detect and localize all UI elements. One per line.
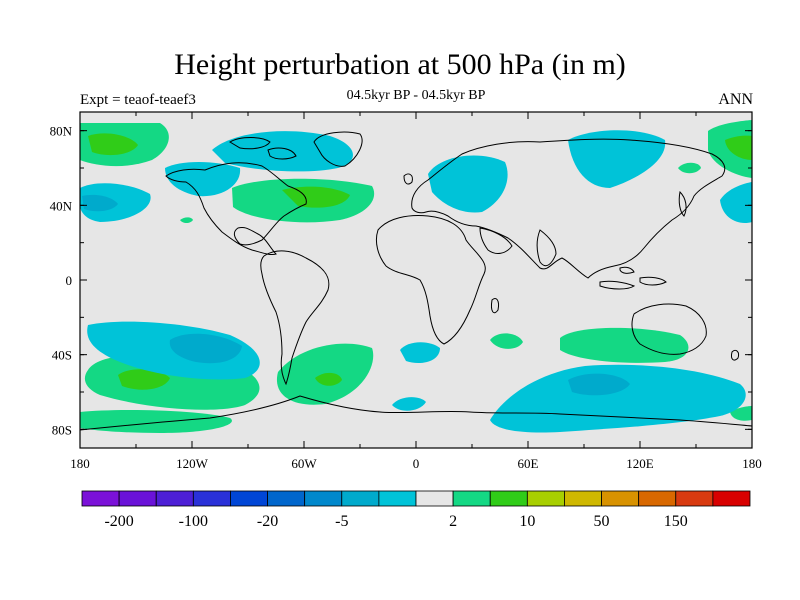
- colorbar-swatch: [564, 490, 602, 507]
- coast-india: [536, 229, 557, 267]
- coast-greenland: [313, 131, 363, 167]
- neg-southern-ocean: [490, 364, 746, 433]
- coast-indonesia: [599, 280, 636, 290]
- neg-south-indian: [400, 342, 440, 364]
- neg-west-pacific: [720, 182, 752, 224]
- neg-south-atlantic-small: [392, 397, 426, 411]
- coast-antarctica: [80, 395, 752, 431]
- colorbar-swatch: [230, 490, 268, 507]
- colorbar-label: -200: [104, 513, 133, 530]
- axis-tick-labels: 180 120W 60W 0 60E 120E 180 80N 40N 0 40S 80S: [50, 124, 762, 471]
- pos-southern-low: [80, 410, 232, 433]
- x-tick-label: 120W: [176, 456, 209, 471]
- colorbar-swatch: [118, 490, 157, 507]
- colorbar-swatch: [526, 490, 565, 507]
- colorbar-swatch: [341, 490, 380, 507]
- x-tick-label: 120E: [626, 456, 654, 471]
- coast-new-zealand: [731, 349, 739, 361]
- neg-siberia: [568, 130, 666, 188]
- x-tick-label: 60W: [291, 456, 317, 471]
- x-tick-label: 60E: [518, 456, 539, 471]
- coast-madagascar: [491, 297, 499, 314]
- colorbar-swatch: [601, 490, 640, 507]
- colorbar-swatch: [415, 490, 454, 507]
- neg-europe: [428, 155, 508, 213]
- experiment-label: Expt = teaof-teaef3: [80, 92, 196, 108]
- pos-south-indian-ocean: [560, 327, 689, 363]
- colorbar-swatch: [192, 490, 231, 507]
- colorbar: -200 -100 -20 -5 2 10 50 150: [81, 490, 751, 530]
- pos-north-pacific-core: [88, 133, 138, 156]
- x-tick-label: 0: [413, 456, 420, 471]
- y-tick-label: 40S: [52, 348, 72, 363]
- colorbar-label: 150: [664, 513, 688, 530]
- x-tick-label: 180: [742, 456, 762, 471]
- pos-south-atlantic-core: [315, 372, 342, 386]
- x-tick-label: 180: [70, 456, 90, 471]
- colorbar-swatch: [489, 490, 528, 507]
- colorbar-swatch: [452, 490, 491, 507]
- period-subtitle: 04.5kyr BP - 04.5kyr BP: [346, 88, 486, 103]
- pos-bering-core: [725, 135, 752, 160]
- axis-ticks: [79, 112, 753, 448]
- coast-arctic-islands: [229, 137, 271, 150]
- colorbar-label: -5: [335, 513, 348, 530]
- colorbar-label: -100: [179, 513, 208, 530]
- neg-greenland: [212, 131, 353, 172]
- y-tick-label: 80N: [50, 124, 73, 139]
- plot-title: Height perturbation at 500 hPa (in m): [174, 48, 626, 81]
- colorbar-swatch: [638, 490, 677, 507]
- colorbar-swatch: [378, 490, 417, 507]
- pos-small-1: [678, 162, 701, 174]
- coast-eurasia: [411, 138, 726, 279]
- colorbar-swatch: [304, 490, 343, 507]
- colorbar-label: 10: [519, 513, 535, 530]
- contour-shading: [80, 120, 752, 433]
- pos-south-atlantic-small: [490, 333, 523, 349]
- pos-south-pacific-core: [118, 369, 170, 390]
- coast-japan: [678, 190, 687, 217]
- colorbar-swatch: [81, 490, 120, 507]
- colorbar-label: -20: [257, 513, 278, 530]
- colorbar-label: 2: [449, 513, 457, 530]
- neg-southern-ocean-core: [568, 373, 630, 396]
- coast-africa: [375, 215, 486, 345]
- colorbar-swatch: [155, 490, 194, 507]
- neg-canada: [165, 162, 241, 197]
- season-label: ANN: [718, 91, 753, 108]
- coastlines: [80, 131, 752, 431]
- y-tick-label: 0: [66, 273, 73, 288]
- coast-south-america: [260, 250, 330, 386]
- colorbar-swatch: [712, 490, 751, 507]
- pos-north-atlantic-core: [282, 186, 350, 208]
- colorbar-label: 50: [594, 513, 610, 530]
- pos-small-2: [180, 217, 193, 223]
- coast-australia: [631, 303, 707, 355]
- colorbar-swatch: [675, 490, 714, 507]
- coast-uk: [403, 173, 413, 185]
- y-tick-label: 80S: [52, 422, 72, 437]
- coast-north-america: [165, 162, 307, 255]
- neg-south-pacific-core: [169, 333, 242, 364]
- neg-east-pacific-core: [82, 194, 118, 212]
- coast-arabia: [479, 227, 513, 254]
- y-tick-label: 40N: [50, 198, 73, 213]
- colorbar-swatch: [267, 490, 306, 507]
